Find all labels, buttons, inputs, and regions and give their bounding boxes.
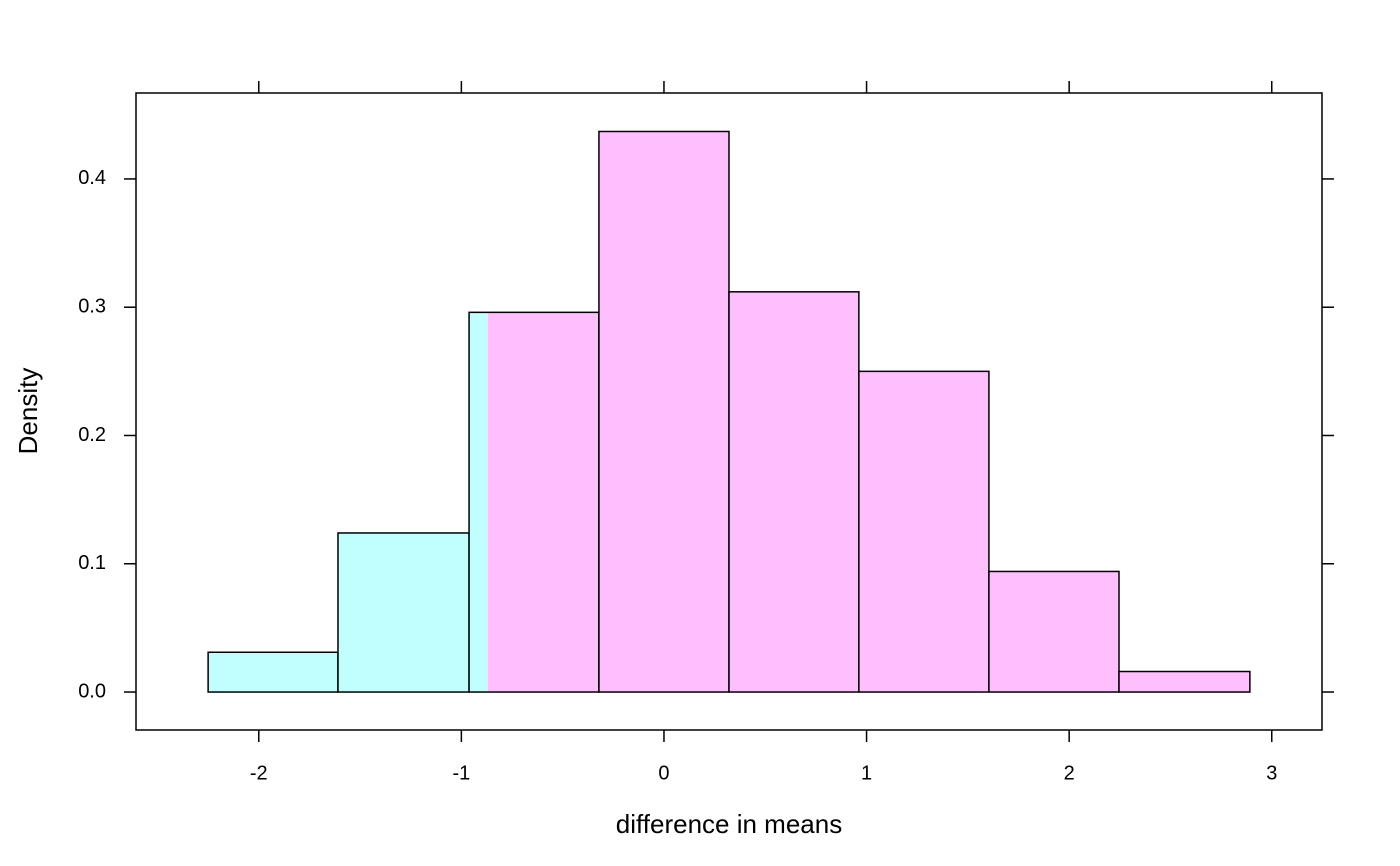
y-tick-label: 0.2 bbox=[78, 424, 106, 446]
bar bbox=[988, 570, 1120, 693]
x-tick-label: 2 bbox=[1064, 762, 1075, 784]
bar bbox=[468, 311, 600, 693]
y-tick-label: 0.1 bbox=[78, 552, 106, 574]
x-tick-label: 3 bbox=[1266, 762, 1277, 784]
x-axis-title: difference in means bbox=[616, 809, 842, 839]
x-tick-label: 1 bbox=[861, 762, 872, 784]
bar bbox=[858, 370, 990, 693]
y-axis-title: Density bbox=[13, 368, 43, 455]
y-tick-label: 0.0 bbox=[78, 680, 106, 702]
x-tick-label: -2 bbox=[250, 762, 268, 784]
plot-frame bbox=[135, 92, 1323, 731]
bar bbox=[598, 130, 730, 693]
bar bbox=[207, 651, 339, 693]
y-tick-label: 0.3 bbox=[78, 295, 106, 317]
bar bbox=[337, 532, 470, 693]
bar bbox=[728, 291, 860, 693]
x-tick-label: 0 bbox=[658, 762, 669, 784]
x-tick-label: -1 bbox=[452, 762, 470, 784]
bar bbox=[1118, 670, 1251, 693]
y-tick-label: 0.4 bbox=[78, 167, 106, 189]
